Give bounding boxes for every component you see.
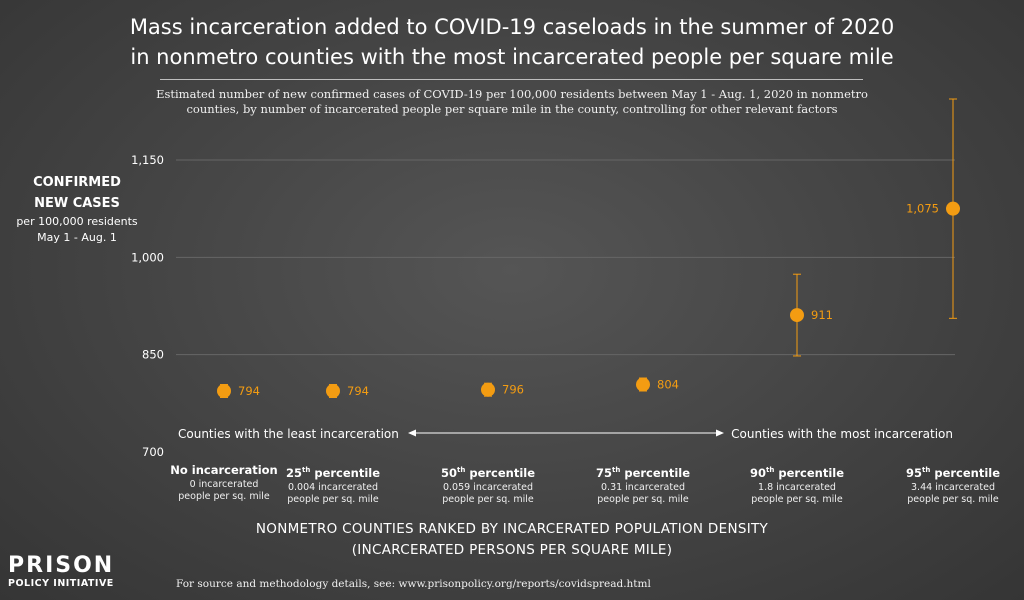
y-tick-label: 1,000 <box>131 250 164 264</box>
x-axis-title-line-1: NONMETRO COUNTIES RANKED BY INCARCERATED… <box>255 521 769 537</box>
data-label: 804 <box>657 378 679 392</box>
logo-text-bottom: POLICY INITIATIVE <box>8 578 114 589</box>
x-category-name: 25th percentile <box>285 465 381 480</box>
chart-title: Mass incarceration added to COVID-19 cas… <box>0 12 1024 72</box>
range-arrow-left-head <box>408 429 416 437</box>
data-point-group: 794 <box>326 384 369 399</box>
title-divider <box>160 79 863 80</box>
y-ticks: 700 850 1,000 1,150 <box>131 153 164 459</box>
y-axis-label-line-4: May 1 - Aug. 1 <box>37 231 117 244</box>
data-label: 911 <box>811 308 833 322</box>
x-category-name: 75th percentile <box>595 465 691 480</box>
data-point-group: 804 <box>636 377 679 392</box>
title-line-1: Mass incarceration added to COVID-19 cas… <box>129 15 895 39</box>
data-marks: 794 794 796 804 911 1,075 <box>217 98 960 399</box>
x-category-name: 95th percentile <box>905 465 1001 480</box>
x-category-description: 1.8 incarcerated people per sq. mile <box>751 481 843 505</box>
chart-subtitle: Estimated number of new confirmed cases … <box>0 87 1024 117</box>
y-axis-label-line-3: per 100,000 residents <box>16 215 138 228</box>
data-point <box>326 384 340 399</box>
y-axis-label-line-1: CONFIRMED <box>33 175 121 190</box>
subtitle-line-1: Estimated number of new confirmed cases … <box>156 87 868 101</box>
data-point <box>217 384 231 399</box>
range-arrow-right-head <box>716 429 724 437</box>
x-category: 90th percentile 1.8 incarcerated people pe… <box>727 462 867 506</box>
range-label-least: Counties with the least incarceration <box>178 427 399 441</box>
x-category: No incarceration 0 incarcerated people per… <box>154 462 294 503</box>
data-point-group: 1,075 <box>906 98 960 319</box>
x-category-description: 3.44 incarcerated people per sq. mile <box>907 481 999 505</box>
x-category: 75th percentile 0.31 incarcerated people p… <box>573 462 713 506</box>
logo-text-top: PRISON <box>8 553 115 578</box>
data-point <box>481 382 495 397</box>
x-category-description: 0.31 incarcerated people per sq. mile <box>597 481 689 505</box>
data-label: 794 <box>347 384 369 398</box>
data-label: 1,075 <box>906 202 939 216</box>
x-category-name: No incarceration <box>170 463 278 477</box>
data-point <box>946 201 960 216</box>
range-indicator: Counties with the least incarceration Co… <box>178 427 953 441</box>
x-axis-title: NONMETRO COUNTIES RANKED BY INCARCERATED… <box>0 519 1024 561</box>
y-axis-label: CONFIRMED NEW CASES per 100,000 resident… <box>12 172 142 246</box>
range-label-most: Counties with the most incarceration <box>731 427 953 441</box>
y-tick-label: 700 <box>142 445 164 459</box>
x-category-name: 50th percentile <box>440 465 536 480</box>
data-point-group: 911 <box>790 273 833 357</box>
gridlines <box>176 159 955 356</box>
data-label: 796 <box>502 383 524 397</box>
x-category: 25th percentile 0.004 incarcerated people … <box>263 462 403 506</box>
subtitle-line-2: counties, by number of incarcerated peop… <box>186 102 838 116</box>
source-footer: For source and methodology details, see:… <box>176 578 651 590</box>
prison-policy-initiative-logo: PRISON POLICY INITIATIVE <box>8 554 118 590</box>
y-tick-label: 1,150 <box>131 153 164 167</box>
x-category-description: 0 incarcerated people per sq. mile <box>178 479 270 502</box>
data-point <box>636 377 650 392</box>
data-point-group: 794 <box>217 384 260 399</box>
x-category: 95th percentile 3.44 incarcerated people p… <box>883 462 1023 506</box>
data-label: 794 <box>238 384 260 398</box>
x-category-description: 0.059 incarcerated people per sq. mile <box>442 481 534 505</box>
x-category-description: 0.004 incarcerated people per sq. mile <box>287 481 379 505</box>
x-axis-title-line-2: (INCARCERATED PERSONS PER SQUARE MILE) <box>351 542 673 558</box>
title-line-2: in nonmetro counties with the most incar… <box>130 45 894 69</box>
data-point <box>790 308 804 323</box>
x-category-name: 90th percentile <box>749 465 845 480</box>
y-axis-label-line-2: NEW CASES <box>34 196 120 211</box>
data-point-group: 796 <box>481 382 524 397</box>
y-tick-label: 850 <box>142 348 164 362</box>
x-category: 50th percentile 0.059 incarcerated people … <box>418 462 558 506</box>
